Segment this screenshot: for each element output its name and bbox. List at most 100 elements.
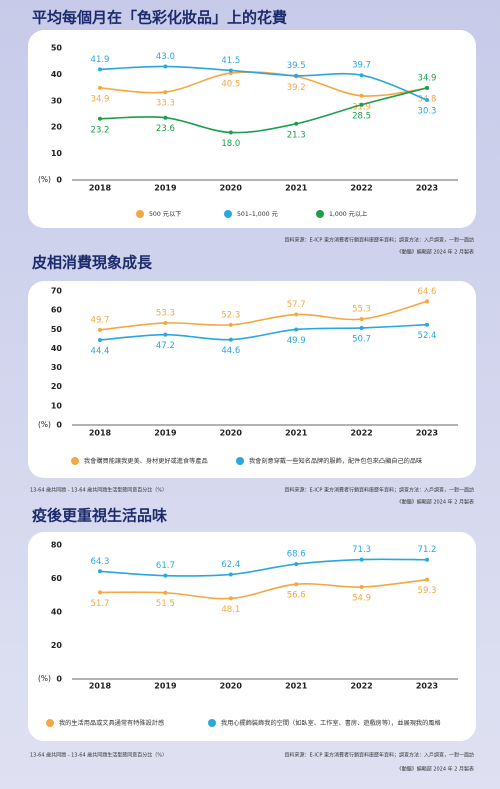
x-tick-label: 2022 xyxy=(350,184,372,193)
y-axis-label: (%) xyxy=(38,175,51,184)
x-tick-label: 2018 xyxy=(89,429,112,438)
card xyxy=(28,281,476,478)
point xyxy=(425,85,429,90)
point xyxy=(294,121,299,126)
y-tick-label: 50 xyxy=(51,325,63,334)
point xyxy=(163,332,168,337)
legend-swatch xyxy=(136,210,144,218)
y-tick-label: 10 xyxy=(51,149,63,158)
chart-title: 皮相消費現象成長 xyxy=(32,254,153,272)
legend-label: 500 元以下 xyxy=(149,211,181,218)
legend-label: 我用心擺飾裝飾我的空間（如臥室、工作室、書房、遊戲房等），並展現我的風格 xyxy=(221,719,441,727)
legend-label: 1,000 元以上 xyxy=(329,210,367,218)
point xyxy=(359,557,364,562)
value-label: 50.7 xyxy=(352,334,371,344)
series-line xyxy=(99,65,428,101)
point xyxy=(163,320,168,325)
value-label: 55.3 xyxy=(352,305,371,315)
value-label: 52.4 xyxy=(418,331,437,341)
point xyxy=(359,585,364,590)
x-tick-label: 2023 xyxy=(416,184,438,193)
x-tick-label: 2019 xyxy=(154,429,177,438)
x-tick-label: 2018 xyxy=(89,184,112,193)
x-tick-label: 2020 xyxy=(220,184,243,193)
y-tick-label: 30 xyxy=(51,363,63,372)
x-tick-label: 2022 xyxy=(350,682,372,691)
chart-title: 疫後更重視生活品味 xyxy=(32,507,167,525)
point xyxy=(163,64,168,69)
point xyxy=(359,325,364,330)
series-line xyxy=(99,558,428,577)
value-label: 51.5 xyxy=(156,599,175,609)
value-label: 47.2 xyxy=(156,341,175,351)
x-tick-label: 2019 xyxy=(154,184,177,193)
value-label: 41.5 xyxy=(221,56,240,66)
value-label: 49.7 xyxy=(91,315,110,325)
point xyxy=(359,73,364,78)
point xyxy=(98,590,102,595)
point xyxy=(98,338,102,343)
legend-label: 我會刻意穿戴一些知名品牌的服飾，配件包包來凸顯自己的品味 xyxy=(249,457,422,465)
credit: 《動腦》編輯部 2024 年 2 月製表 xyxy=(397,499,474,506)
point xyxy=(163,573,168,578)
y-tick-label: 40 xyxy=(51,608,63,617)
note: 13-64 歲共同題 - 13-64 歲共同題生活型態同意百分比（%） xyxy=(30,752,167,759)
note: 13-64 歲共同題 - 13-64 歲共同題生活型態同意百分比（%） xyxy=(30,487,167,494)
value-label: 34.9 xyxy=(418,73,437,83)
legend-label: 501–1,000 元 xyxy=(237,211,278,218)
point xyxy=(294,562,299,567)
value-label: 39.5 xyxy=(287,61,306,71)
point xyxy=(228,596,233,601)
value-label: 43.0 xyxy=(156,52,175,62)
legend-label: 我會購買能讓我更美、身材更好或進食等產品 xyxy=(84,457,208,465)
y-tick-label: 20 xyxy=(51,123,63,132)
point xyxy=(98,116,102,121)
y-tick-label: 60 xyxy=(51,306,63,315)
legend-swatch xyxy=(316,210,324,218)
point xyxy=(228,130,233,135)
point xyxy=(163,115,168,120)
point xyxy=(425,98,429,103)
series-line xyxy=(99,323,428,341)
value-label: 40.5 xyxy=(221,80,240,90)
value-label: 21.3 xyxy=(287,130,306,140)
legend-swatch xyxy=(208,719,216,727)
x-tick-label: 2021 xyxy=(285,429,308,438)
series-line xyxy=(99,87,428,134)
point xyxy=(294,582,299,587)
point xyxy=(98,85,102,90)
y-tick-label: 40 xyxy=(51,70,63,79)
value-label: 64.6 xyxy=(418,287,437,297)
point xyxy=(359,93,364,98)
source: 資料來源：E-ICP 東方消費者行銷資料庫歷年資料；調查方法：入戶調查，一對一面… xyxy=(284,487,474,494)
x-tick-label: 2023 xyxy=(416,429,438,438)
x-tick-label: 2018 xyxy=(89,682,112,691)
value-label: 53.3 xyxy=(156,308,175,318)
point xyxy=(163,90,168,95)
value-label: 49.9 xyxy=(287,336,306,346)
point xyxy=(98,569,102,574)
x-tick-label: 2022 xyxy=(350,429,372,438)
point xyxy=(359,317,364,322)
value-label: 23.6 xyxy=(156,124,175,134)
legend-swatch xyxy=(71,457,79,465)
legend-swatch xyxy=(46,719,54,727)
chart-title: 平均每個月在「色彩化妝品」上的花費 xyxy=(32,9,287,27)
y-axis-label: (%) xyxy=(38,420,51,429)
value-label: 68.6 xyxy=(287,550,306,560)
legend-swatch xyxy=(224,210,232,218)
point xyxy=(425,299,429,304)
point xyxy=(294,327,299,332)
point xyxy=(425,577,429,582)
value-label: 44.4 xyxy=(91,347,110,357)
value-label: 59.3 xyxy=(418,586,437,596)
y-axis-label: (%) xyxy=(38,674,51,683)
y-tick-label: 0 xyxy=(56,675,62,684)
point xyxy=(425,557,429,562)
value-label: 28.5 xyxy=(352,111,371,121)
point xyxy=(228,572,233,577)
value-label: 18.0 xyxy=(221,139,240,149)
y-tick-label: 30 xyxy=(51,96,63,105)
